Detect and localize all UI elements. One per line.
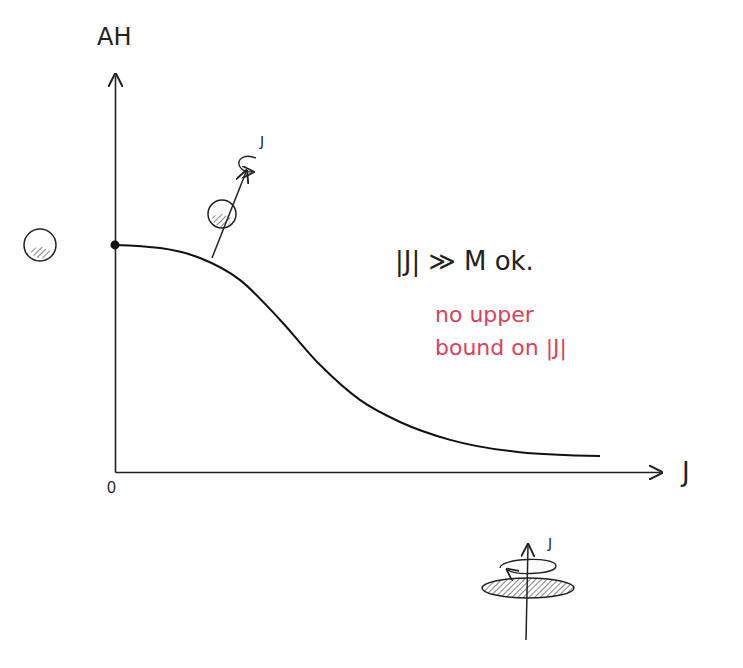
annotation: J	[547, 535, 552, 551]
y-axis-line	[115, 76, 117, 473]
annotation: |J| ≫ M ok.	[395, 246, 534, 277]
static-hole-icon	[24, 229, 56, 261]
x-axis: 0	[107, 472, 660, 496]
y-axis	[115, 76, 116, 473]
chart: 0 J AH |J| ≫ M ok. no upperbound on |J| J J	[0, 0, 743, 668]
spinning-hole-icon	[208, 200, 236, 228]
hatch	[30, 246, 52, 258]
spin-loop	[500, 559, 556, 573]
x-tick: 0	[107, 472, 116, 496]
annotation: no upperbound on |J|	[435, 302, 567, 361]
start-point	[111, 240, 120, 249]
plot-area	[115, 245, 600, 456]
curve	[115, 245, 600, 456]
annotation: J	[259, 133, 264, 149]
spin-axis	[212, 172, 246, 258]
y-axis-title: AH	[97, 23, 131, 51]
spin-loop	[239, 156, 256, 172]
x-axis-line	[116, 472, 661, 474]
x-tick-label: 0	[107, 479, 116, 496]
icons	[24, 156, 574, 640]
x-axis-title: J	[680, 457, 690, 487]
